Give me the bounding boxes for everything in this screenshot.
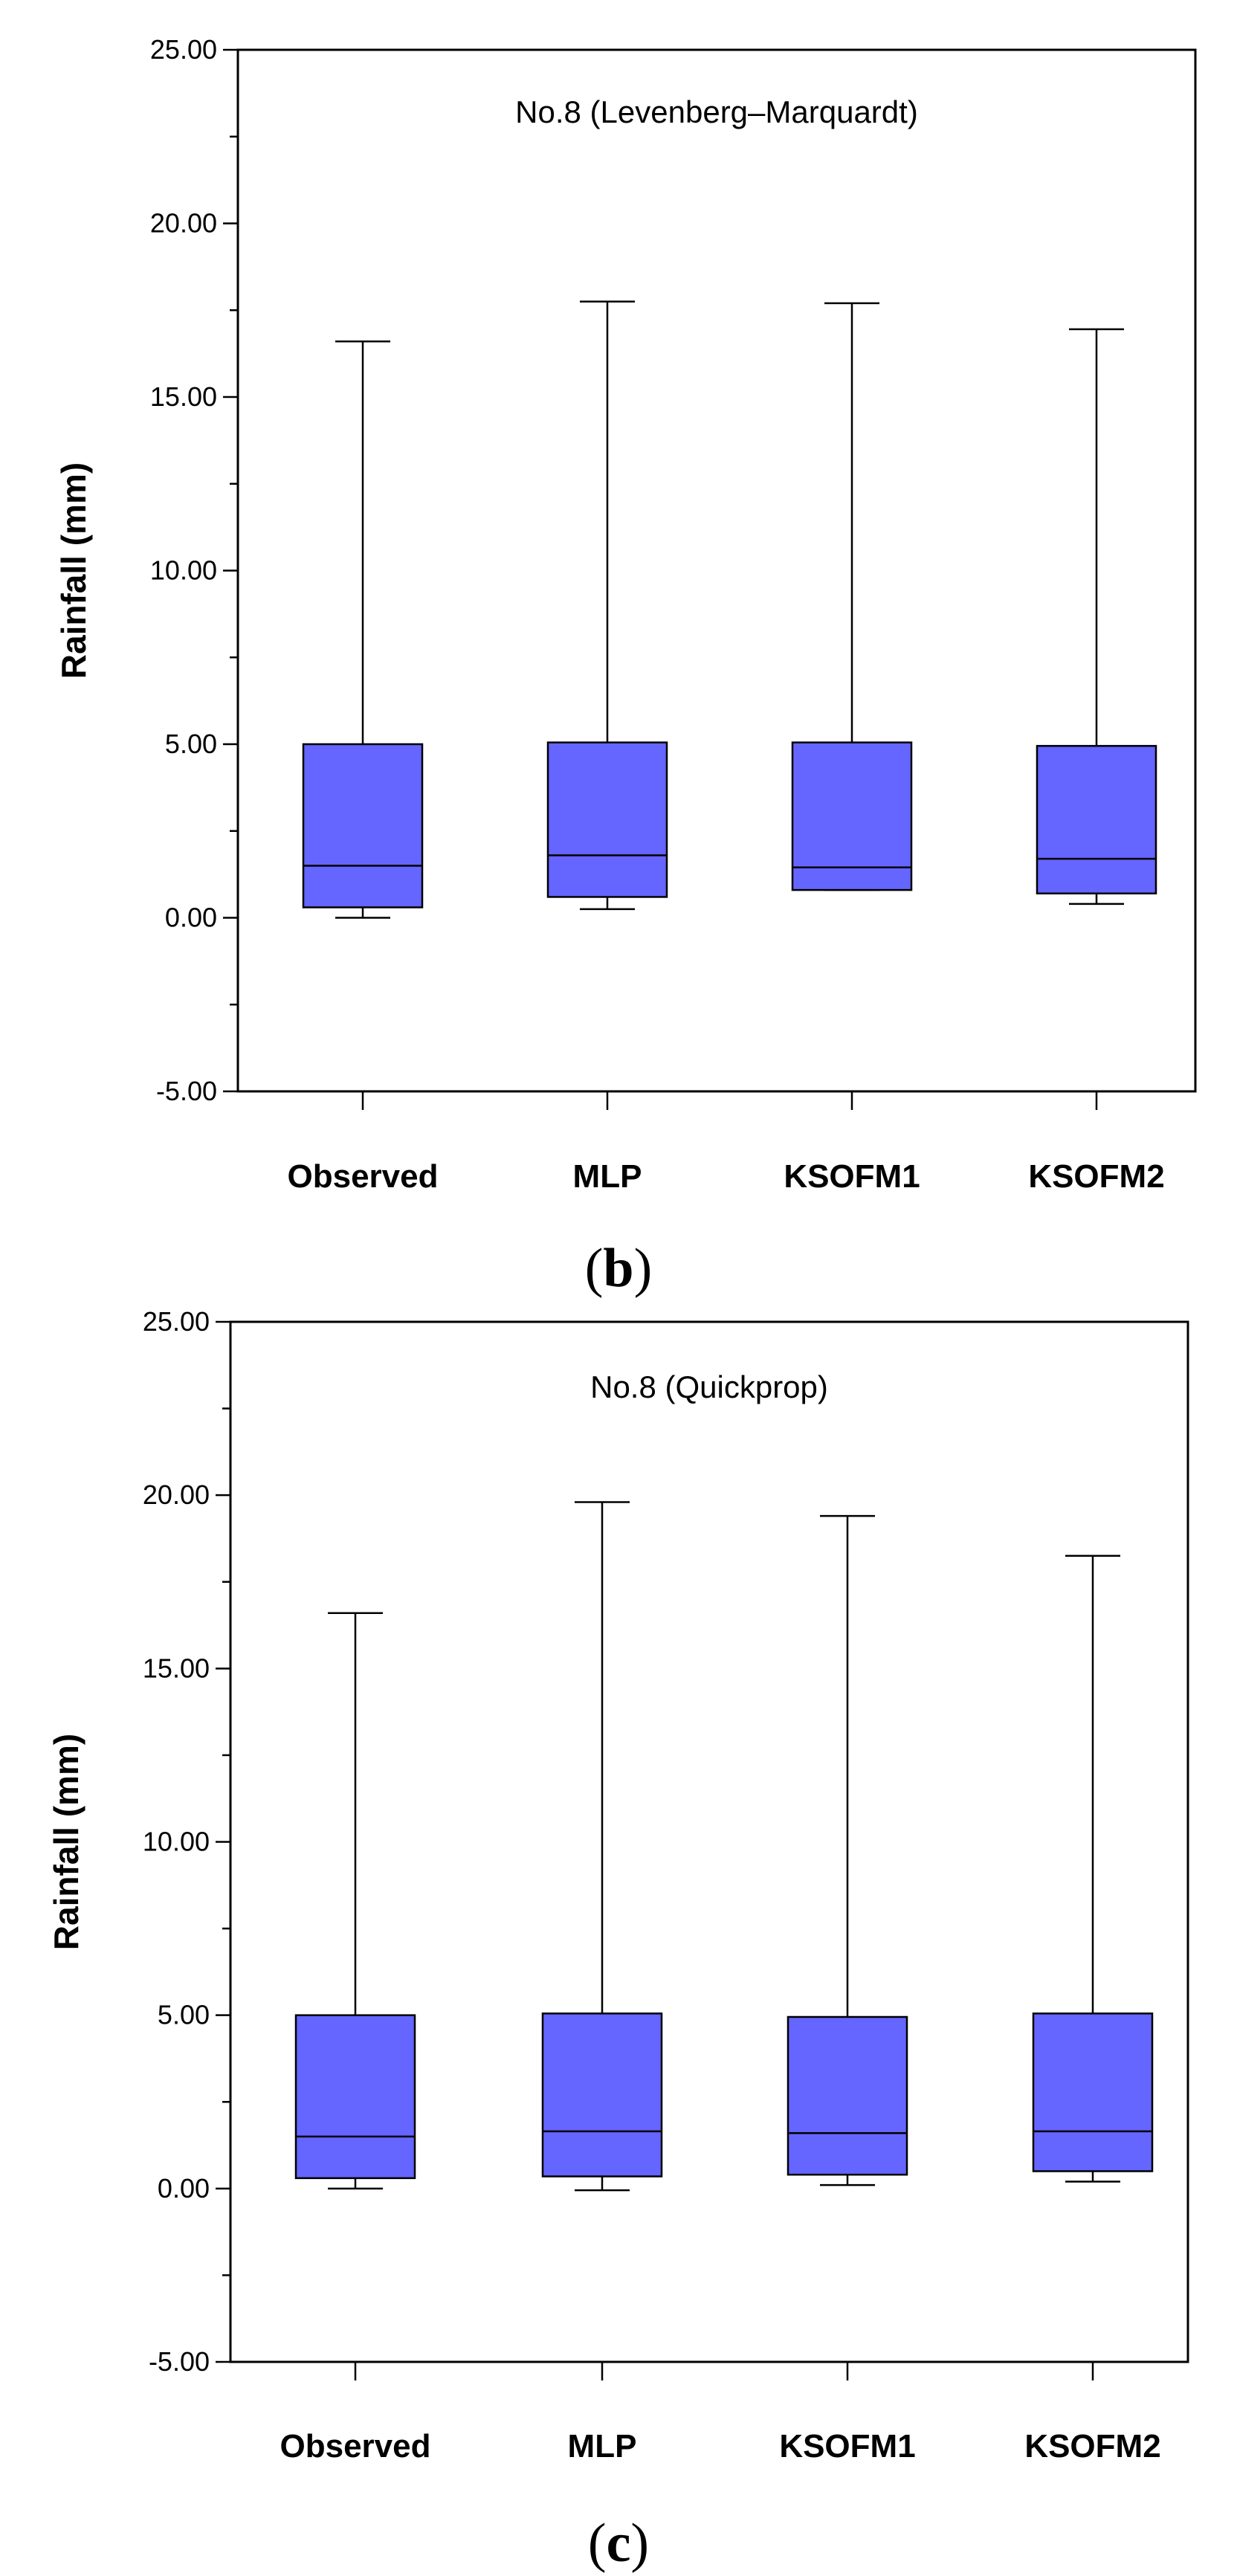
y-tick-label: 10.00: [143, 1827, 210, 1857]
plot-frame: [236, 48, 1197, 1093]
x-category-label: KSOFM2: [1028, 1158, 1164, 1195]
y-tick-label: 10.00: [150, 555, 217, 586]
y-tick-label: 15.00: [150, 381, 217, 412]
iqr-box: [1036, 745, 1157, 895]
panel-label: (c): [588, 2513, 649, 2574]
box-observed: [294, 1612, 416, 2190]
x-category-label: MLP: [573, 1158, 642, 1195]
box-mlp: [541, 1501, 663, 2192]
panel-label-open: (: [588, 2513, 607, 2574]
box-ksofm1: [791, 302, 913, 891]
iqr-box: [1032, 2012, 1154, 2172]
panel-label-close: ): [630, 2513, 649, 2574]
iqr-box: [541, 2012, 663, 2178]
panel-label-letter: b: [603, 1238, 633, 1299]
iqr-box: [302, 743, 424, 908]
panel-label-letter: c: [607, 2513, 631, 2574]
y-tick-label: 5.00: [158, 2000, 210, 2030]
y-tick-label: 0.00: [158, 2173, 210, 2204]
iqr-box: [546, 741, 668, 898]
box-mlp: [546, 300, 668, 911]
box-observed: [302, 340, 424, 919]
box-ksofm2: [1036, 328, 1157, 906]
box-ksofm2: [1032, 1555, 1154, 2183]
y-axis-label: Rainfall (mm): [47, 1734, 85, 1950]
y-tick-label: 25.00: [150, 34, 217, 65]
box-ksofm1: [787, 1514, 908, 2186]
chart-panel-b: -5.00 0.00 5.00 10.00 15.00 20.00 25.00 Rainfal…: [54, 34, 1197, 1299]
x-category-label: Observed: [288, 1158, 439, 1195]
plot-frame: [229, 1320, 1189, 2363]
chart-title: No.8 (Levenberg–Marquardt): [515, 94, 918, 129]
chart-title: No.8 (Quickprop): [590, 1369, 828, 1404]
y-tick-label: 0.00: [165, 903, 217, 933]
y-tick-label: 20.00: [150, 208, 217, 239]
y-tick-label: -5.00: [149, 2346, 210, 2377]
x-category-label: KSOFM1: [784, 1158, 920, 1195]
panel-label-close: ): [634, 1238, 653, 1299]
x-category-label: KSOFM2: [1024, 2428, 1160, 2464]
chart-panel-c: -5.00 0.00 5.00 10.00 15.00 20.00 25.00 Rainfal…: [47, 1306, 1189, 2574]
y-tick-label: 25.00: [143, 1306, 210, 1337]
iqr-box: [787, 2015, 908, 2176]
panel-label-open: (: [585, 1238, 604, 1299]
iqr-box: [791, 741, 913, 891]
x-category-label: MLP: [568, 2428, 637, 2464]
x-category-label: KSOFM1: [779, 2428, 915, 2464]
y-tick-label: 20.00: [143, 1479, 210, 1510]
y-axis-label: Rainfall (mm): [54, 462, 93, 679]
y-tick-label: 15.00: [143, 1653, 210, 1683]
y-tick-label: -5.00: [156, 1076, 217, 1106]
x-category-label: Observed: [280, 2428, 431, 2464]
iqr-box: [294, 2014, 416, 2180]
panel-label: (b): [585, 1238, 652, 1299]
y-tick-label: 5.00: [165, 729, 217, 759]
